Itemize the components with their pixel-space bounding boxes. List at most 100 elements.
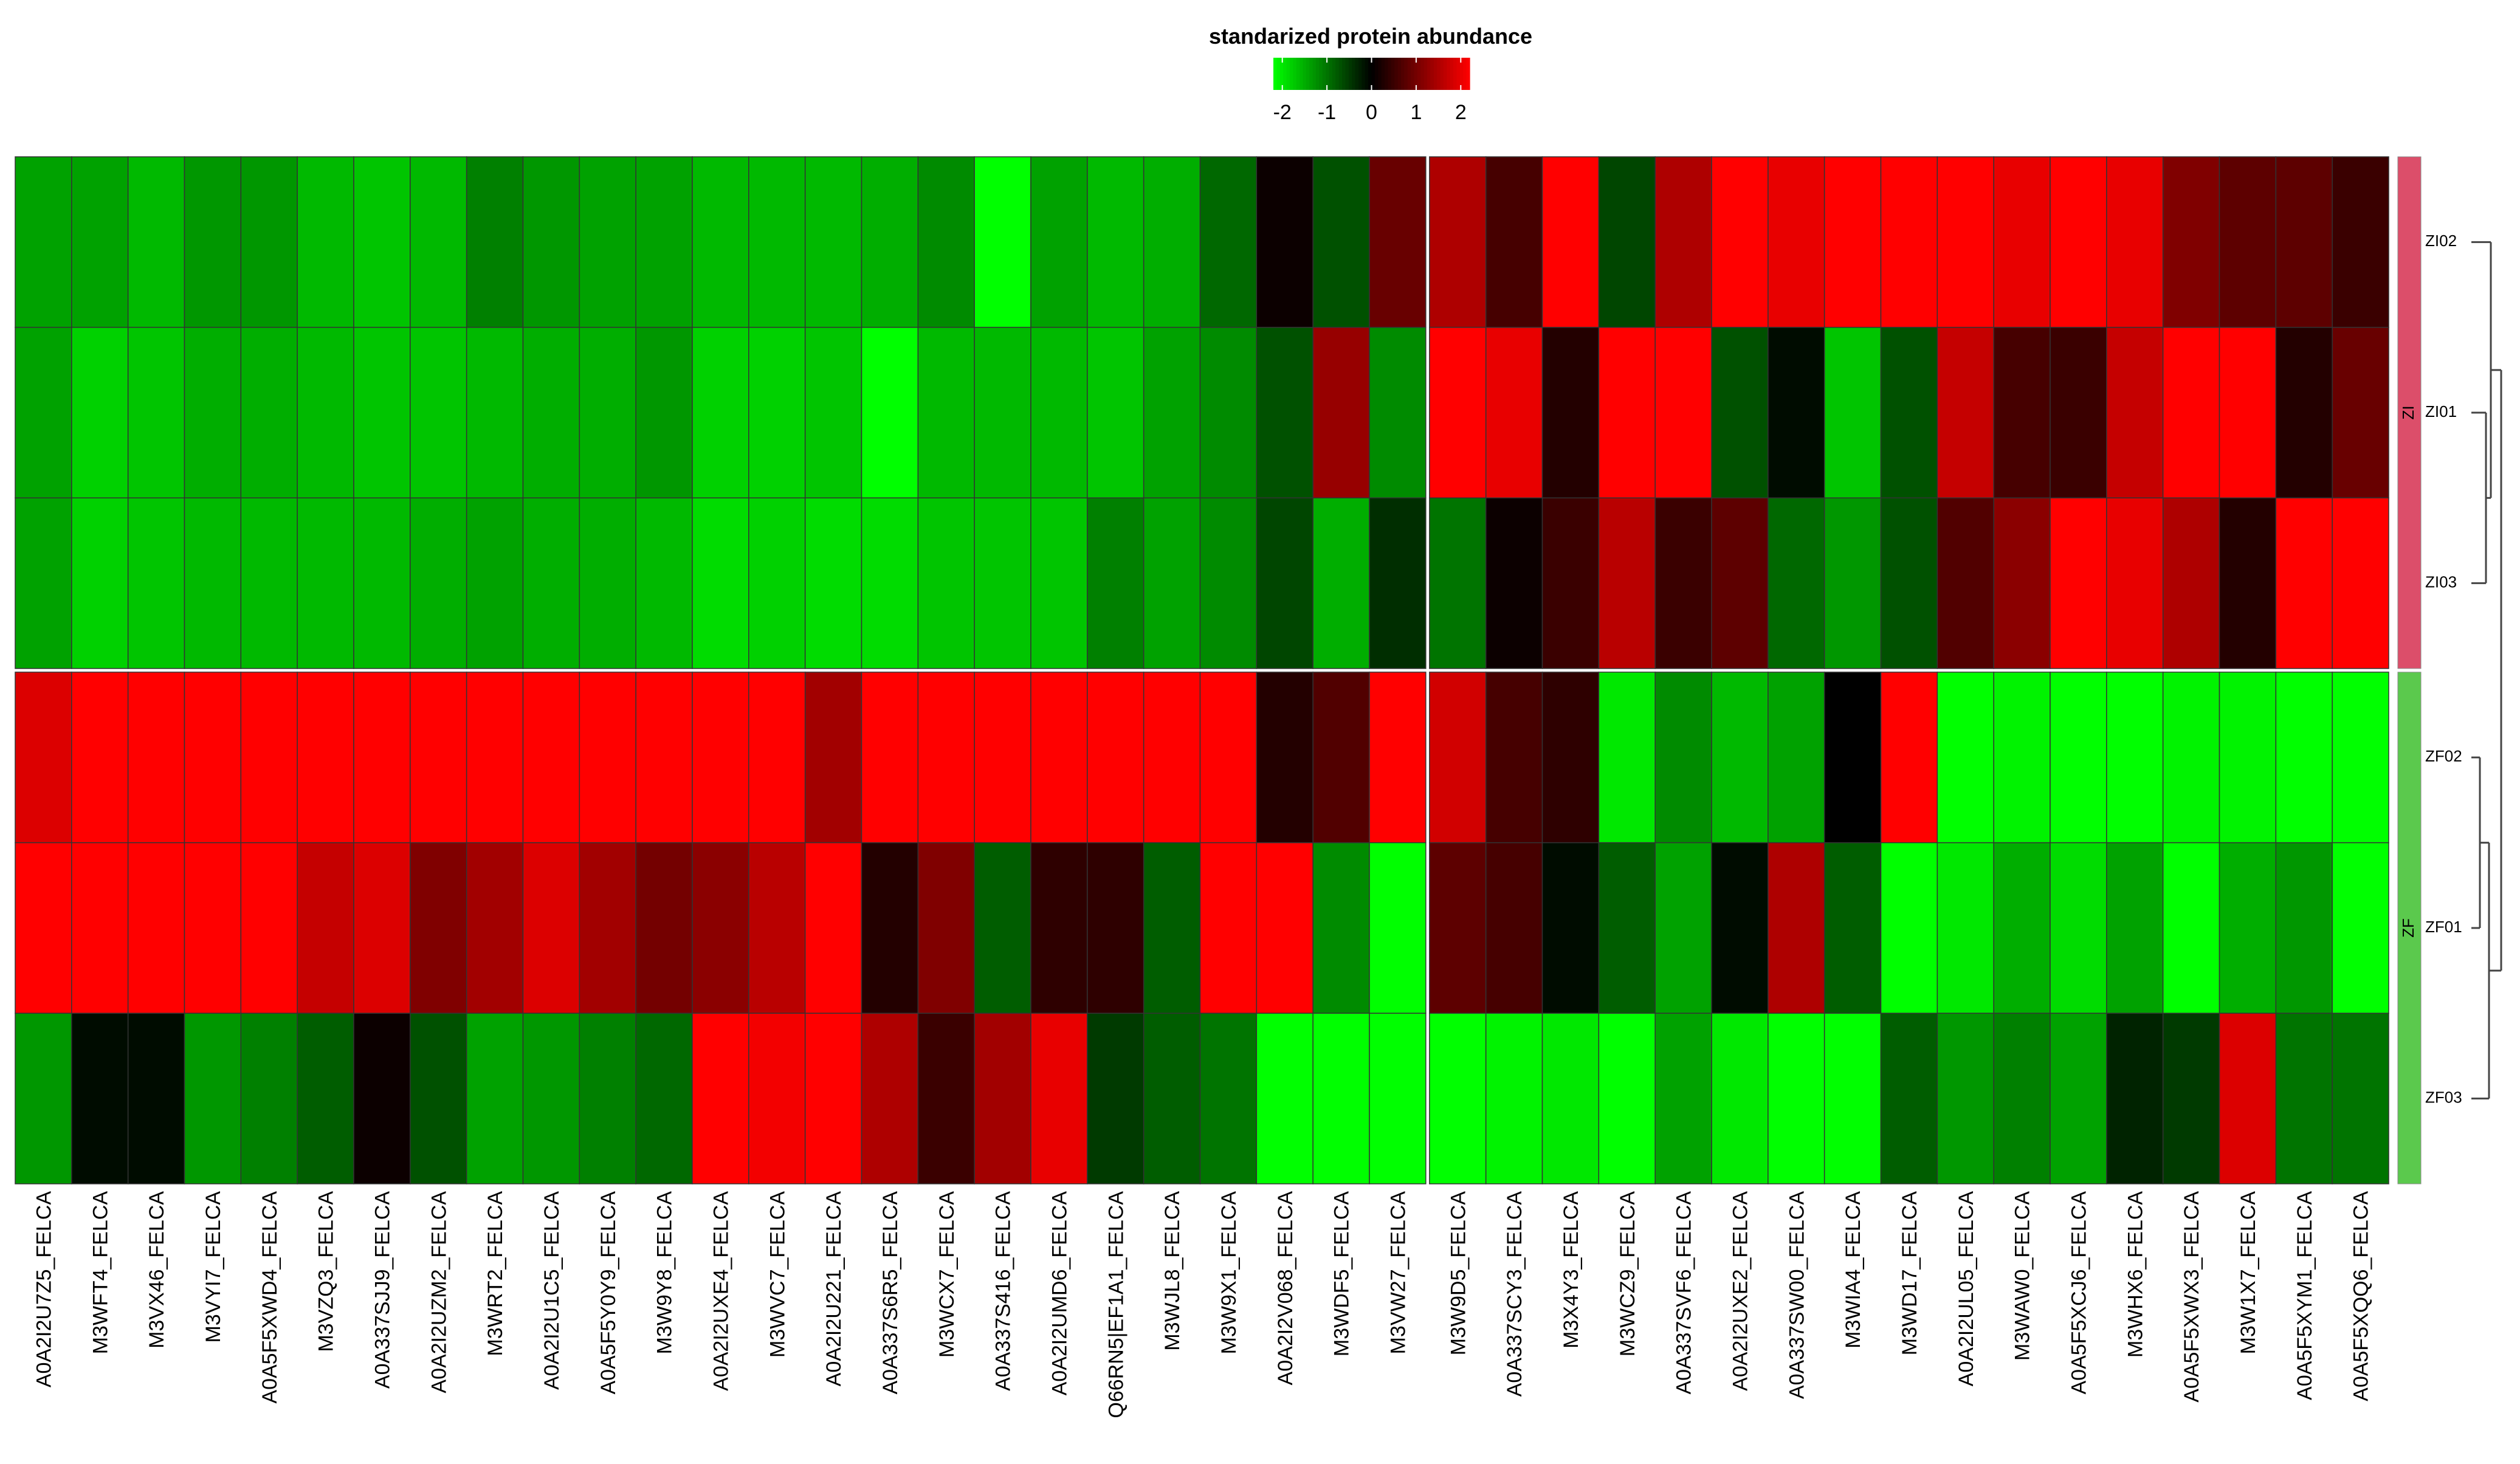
heatmap-cell [1087,326,1145,499]
heatmap-cells [15,156,2389,1184]
heatmap-cell [127,1012,185,1184]
heatmap-cell [1768,842,1825,1014]
heatmap-cell [1485,672,1543,844]
row-group-label: ZF [2399,918,2417,938]
column-label: M3WD17_FELCA [1898,1191,1921,1356]
column-label: A0A2I2UXE2_FELCA [1729,1191,1752,1391]
legend-gradient-step [1420,58,1425,90]
heatmap-cell [2106,842,2164,1014]
column-label: A0A337SCY3_FELCA [1503,1191,1526,1397]
heatmap-cell [579,842,636,1014]
heatmap-cell [2106,1012,2164,1184]
column-label: M3WDF5_FELCA [1331,1191,1354,1356]
heatmap-cell [2332,326,2389,499]
heatmap-cell [1199,672,1258,844]
column-label: M3WJL8_FELCA [1161,1191,1184,1351]
legend-gradient-step [1342,58,1346,90]
heatmap-cell [127,672,185,844]
legend-gradient-step [1289,58,1293,90]
heatmap-cell [127,497,185,669]
legend-tick-label: 0 [1366,101,1377,124]
heatmap-cell [410,156,467,328]
heatmap-cell [917,672,975,844]
heatmap-cell [1711,497,1769,669]
column-label: A0A5F5XWD4_FELCA [258,1191,281,1404]
heatmap-cell [15,842,72,1014]
heatmap-cell [1369,672,1427,844]
heatmap-cell [917,842,975,1014]
heatmap-cell [353,1012,411,1184]
column-label: M3WCZ9_FELCA [1616,1191,1639,1356]
heatmap-cell [1711,326,1769,499]
legend-gradient-step [1433,58,1437,90]
heatmap-cell [1654,326,1712,499]
legend-gradient-step [1459,58,1464,90]
row-group-bar [2397,156,2422,669]
heatmap-cell [522,497,580,669]
column-label: A0A337SJJ9_FELCA [371,1191,394,1389]
heatmap-cell [1369,497,1427,669]
heatmap-cell [1936,497,1994,669]
heatmap-cell [1143,497,1201,669]
row-label: ZF02 [2425,747,2462,765]
heatmap-cell [297,842,354,1014]
heatmap-cell [2050,497,2107,669]
heatmap-cell [804,156,862,328]
legend-gradient-step [1319,58,1323,90]
legend-gradient-step [1374,58,1379,90]
legend-gradient-step [1437,58,1441,90]
heatmap-cell [1312,326,1370,499]
heatmap-cell [917,156,975,328]
heatmap-cell [1256,497,1313,669]
column-labels: A0A2I2U7Z5_FELCA M3WFT4_FELCA M3VX46_FELCA… [32,1191,2372,1418]
heatmap-cell [1429,672,1487,844]
heatmap-cell [635,497,693,669]
heatmap-cell [1485,156,1543,328]
legend-gradient-step [1400,58,1405,90]
heatmap-cell [974,156,1031,328]
heatmap-cell [410,842,467,1014]
heatmap-cell [522,672,580,844]
heatmap-cell [974,326,1031,499]
column-label: M3VW27_FELCA [1386,1191,1410,1355]
heatmap-cell [466,842,524,1014]
heatmap-cell [240,1012,298,1184]
legend-gradient-step [1427,58,1431,90]
legend-gradient-step [1309,58,1313,90]
heatmap-cell [1880,672,1938,844]
heatmap-cell [861,672,919,844]
heatmap-cell [1936,326,1994,499]
heatmap-cell [1087,672,1145,844]
legend-title: standarized protein abundance [1209,24,1532,49]
heatmap-cell [1030,842,1088,1014]
legend-gradient-step [1388,58,1392,90]
row-label: ZI03 [2425,573,2457,591]
heatmap-cell [1768,497,1825,669]
heatmap-cell [466,1012,524,1184]
heatmap-cell [1936,156,1994,328]
heatmap-cell [1654,1012,1712,1184]
heatmap-cell [1199,326,1258,499]
heatmap-cell [240,842,298,1014]
heatmap-cell [1541,156,1600,328]
legend-gradient-step [1352,58,1356,90]
heatmap-cell [1199,497,1258,669]
heatmap-cell [1087,1012,1145,1184]
legend-gradient-step [1466,58,1470,90]
heatmap-cell [1880,497,1938,669]
heatmap-cell [2219,156,2277,328]
column-label: M3W9Y8_FELCA [653,1191,676,1355]
heatmap-cell [1256,156,1313,328]
heatmap-cell [1143,1012,1201,1184]
heatmap-cell [1087,156,1145,328]
heatmap-cell [2219,842,2277,1014]
heatmap-cell [466,326,524,499]
heatmap-cell [748,156,806,328]
column-label: M3WVC7_FELCA [766,1191,789,1358]
heatmap-cell [1823,326,1882,499]
row-group-bar [2397,672,2422,1184]
legend-gradient-step [1450,58,1454,90]
heatmap-cell [861,326,919,499]
heatmap-cell [1711,156,1769,328]
